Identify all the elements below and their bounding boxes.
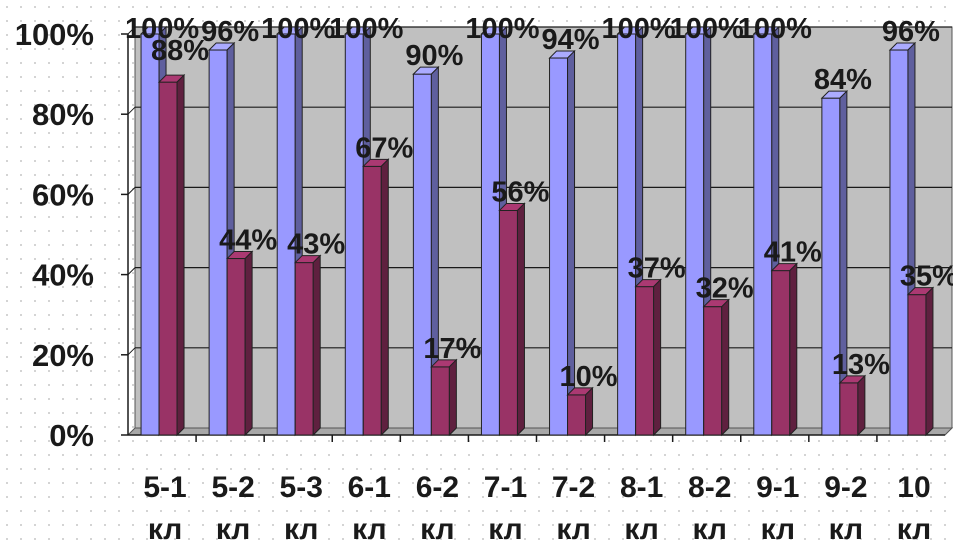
bar-series-2	[838, 374, 867, 437]
plot-background	[134, 26, 953, 429]
data-label-series-2: 56%	[491, 176, 549, 208]
bar-series-2	[498, 202, 526, 437]
data-label-series-2: 17%	[423, 333, 481, 365]
bar-series-2	[566, 386, 594, 437]
x-tick-label: 9-1 кл	[756, 471, 799, 544]
data-label-series-2: 67%	[355, 132, 413, 164]
x-tick-label: 10 кл	[897, 471, 931, 544]
data-label-series-2: 37%	[628, 253, 686, 285]
data-label-series-1: 100%	[465, 13, 539, 45]
gridline-side	[127, 267, 136, 275]
data-label-series-2: 41%	[764, 237, 822, 269]
bar-series-2	[634, 278, 662, 437]
data-label-series-1: 100%	[670, 13, 744, 45]
bar-series-2	[225, 250, 254, 437]
bar-series-1	[412, 65, 440, 437]
y-tick-label: 20%	[32, 338, 94, 373]
y-tick-label: 100%	[15, 17, 94, 52]
data-label-series-1: 100%	[125, 13, 199, 45]
x-tick-label: 5-2 кл	[211, 471, 254, 544]
data-label-series-1: 94%	[542, 24, 600, 56]
x-tick-label: 6-2 кл	[416, 471, 459, 544]
data-label-series-2: 32%	[696, 273, 754, 305]
data-label-series-1: 100%	[738, 13, 812, 45]
bar-series-2	[157, 73, 186, 437]
data-label-series-1: 84%	[814, 64, 872, 96]
data-label-series-1: 100%	[602, 13, 676, 45]
y-tick-label: 60%	[32, 177, 94, 212]
x-tick-label: 8-2 кл	[688, 471, 731, 544]
x-tick-label: 7-1 кл	[484, 471, 527, 544]
x-tick-label: 6-1 кл	[348, 471, 391, 544]
x-tick-label: 5-1 кл	[143, 471, 186, 544]
data-label-series-2: 44%	[219, 225, 277, 257]
gridline-side	[127, 187, 136, 195]
data-label-series-2: 13%	[832, 349, 890, 381]
data-label-series-1: 96%	[882, 16, 940, 48]
bar-series-2	[430, 358, 458, 437]
bar-series-2	[362, 158, 390, 437]
x-tick-label: 9-2 кл	[824, 471, 867, 544]
data-label-series-1: 100%	[329, 13, 403, 45]
data-label-series-1: 96%	[201, 16, 259, 48]
data-label-series-2: 10%	[560, 361, 618, 393]
x-tick-label: 7-2 кл	[552, 471, 595, 544]
bar-series-2	[294, 254, 322, 437]
gridline-side	[127, 106, 136, 115]
bar-series-2	[770, 262, 798, 437]
y-tick-label: 0%	[49, 418, 94, 453]
bar-series-1	[548, 49, 576, 437]
y-tick-label: 40%	[32, 258, 94, 293]
data-label-series-2: 88%	[151, 35, 209, 67]
bar-series-2	[906, 286, 935, 437]
gridline-side	[127, 26, 136, 35]
data-label-series-1: 90%	[405, 40, 463, 72]
gridline-side	[127, 347, 136, 356]
x-tick-label: 8-1 кл	[620, 471, 663, 544]
data-label-series-1: 100%	[261, 13, 335, 45]
y-tick-label: 80%	[32, 97, 94, 132]
data-label-series-2: 43%	[287, 229, 345, 261]
x-tick-label: 5-3 кл	[280, 471, 323, 544]
data-label-series-2: 35%	[900, 261, 953, 293]
bar-series-2	[702, 298, 730, 437]
